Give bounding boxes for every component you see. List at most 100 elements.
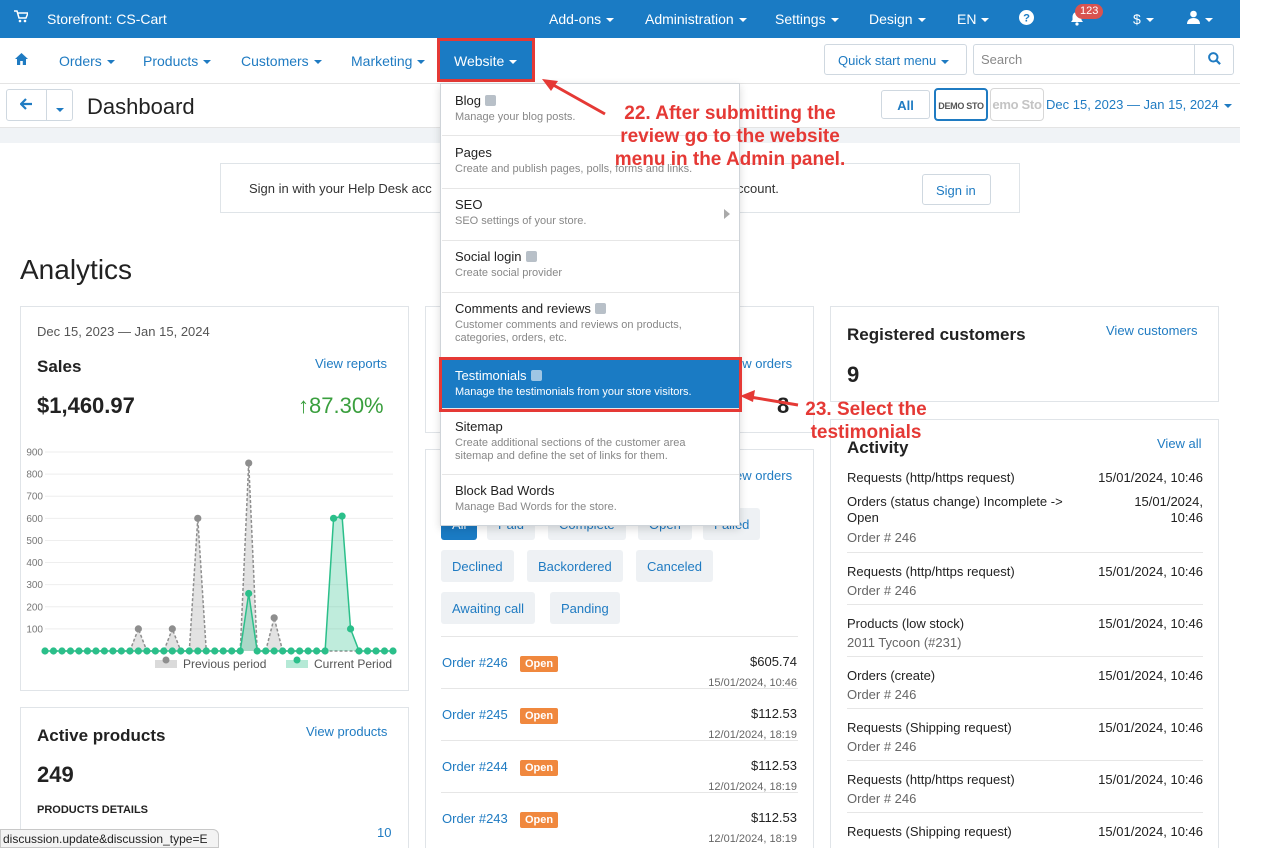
annotation-arrows: [542, 79, 799, 407]
order-date: 12/01/2024, 18:19: [708, 833, 797, 845]
data-point-current: [313, 647, 321, 655]
data-point-current: [117, 647, 125, 655]
chevron-down-icon: [313, 60, 322, 65]
data-point-current: [168, 647, 176, 655]
data-point-current: [380, 647, 389, 655]
main-navbar: Orders Products Customers Marketing Webs…: [0, 38, 1240, 84]
home-icon[interactable]: [15, 52, 28, 68]
menu-item-blog[interactable]: Blog Manage your blog posts.: [442, 85, 739, 136]
page-title: Dashboard: [87, 94, 195, 119]
y-tick-label: 900: [26, 448, 43, 459]
cart-icon[interactable]: [14, 10, 30, 26]
filter-declined[interactable]: Declined: [441, 550, 514, 582]
filter-awaiting-call[interactable]: Awaiting call: [441, 592, 536, 624]
filter-canceled[interactable]: Canceled: [636, 550, 713, 582]
nav-customers[interactable]: Customers: [241, 53, 322, 69]
order-date: 12/01/2024, 18:19: [708, 729, 797, 741]
filter-panding[interactable]: Panding: [550, 592, 620, 624]
annotation-step-23: 23. Select the testimonials: [805, 399, 927, 443]
order-row: Order #246 Open $605.74 15/01/2024, 10:4…: [441, 636, 798, 689]
helpdesk-sign-in-button[interactable]: Sign in: [922, 174, 991, 205]
data-point-current: [363, 647, 372, 655]
legend-marker-previous: [162, 656, 170, 664]
menu-item-block-bad-words[interactable]: Block Bad Words Manage Bad Words for the…: [455, 483, 617, 513]
sales-card: Dec 15, 2023 — Jan 15, 2024 Sales View r…: [20, 306, 409, 691]
data-point-current: [253, 647, 261, 655]
data-point-current: [202, 647, 210, 655]
y-tick-label: 200: [26, 602, 43, 613]
chevron-down-icon: [55, 107, 64, 112]
menu-item-sitemap[interactable]: Sitemap Create additional sections of th…: [442, 411, 739, 475]
menu-settings[interactable]: Settings: [775, 11, 839, 27]
data-point-current: [236, 647, 244, 655]
filter-backordered[interactable]: Backordered: [527, 550, 623, 582]
menu-item-testimonials[interactable]: Testimonials Manage the testimonials fro…: [439, 357, 742, 412]
legend-swatch-current: [286, 660, 308, 668]
out-of-stock-count[interactable]: 10: [377, 825, 392, 840]
history-dropdown-button[interactable]: [46, 89, 73, 121]
active-products-title: Active products: [37, 726, 166, 745]
menu-administration[interactable]: Administration: [645, 11, 747, 27]
chevron-down-icon: [830, 18, 839, 23]
activity-item: Requests (Shipping request) 15/01/2024, …: [847, 708, 1203, 760]
view-orders-link-2[interactable]: ew orders: [735, 468, 793, 483]
date-range-picker[interactable]: Dec 15, 2023 — Jan 15, 2024: [1046, 97, 1232, 112]
menu-item-seo[interactable]: SEO SEO settings of your store.: [442, 189, 739, 241]
data-point-current: [126, 647, 134, 655]
view-all-activity-link[interactable]: View all: [1157, 436, 1202, 451]
search-button[interactable]: [1194, 44, 1234, 75]
order-row: Order #243 Open $112.53 12/01/2024, 18:1…: [441, 792, 798, 848]
currency-selector[interactable]: $: [1133, 11, 1154, 27]
activity-item: Orders (create) 15/01/2024, 10:46 Order …: [847, 656, 1203, 708]
arrow-head-icon: [542, 79, 558, 91]
nav-website[interactable]: Website: [437, 38, 535, 82]
menu-item-social-login[interactable]: Social login Create social provider: [442, 241, 739, 293]
chevron-down-icon: [981, 18, 990, 23]
search-input[interactable]: [973, 44, 1195, 75]
order-link[interactable]: Order #246: [442, 655, 508, 670]
order-link[interactable]: Order #245: [442, 707, 508, 722]
menu-design[interactable]: Design: [869, 11, 926, 27]
nav-orders[interactable]: Orders: [59, 53, 115, 69]
nav-marketing[interactable]: Marketing: [351, 53, 426, 69]
y-tick-label: 800: [26, 470, 43, 481]
activity-item: Requests (http/https request) 15/01/2024…: [847, 470, 1203, 485]
all-stores-button[interactable]: All: [881, 90, 930, 119]
menu-item-pages[interactable]: Pages Create and publish pages, polls, f…: [442, 137, 739, 189]
active-products-count: 249: [37, 762, 74, 787]
order-amount: $112.53: [750, 758, 797, 773]
status-badge: Open: [520, 760, 559, 776]
data-point-current: [338, 512, 346, 520]
status-badge: Open: [520, 812, 559, 828]
products-details-label: PRODUCTS DETAILS: [37, 804, 149, 816]
chevron-down-icon: [203, 60, 212, 65]
activity-card: Activity View all: [830, 419, 1219, 848]
quick-start-menu-button[interactable]: Quick start menu: [824, 44, 967, 75]
nav-products[interactable]: Products: [143, 53, 212, 69]
view-customers-link[interactable]: View customers: [1106, 323, 1198, 338]
legend-swatch-previous: [155, 660, 177, 668]
back-button[interactable]: [6, 89, 47, 121]
store-logo-demo-2[interactable]: emo Sto: [990, 88, 1044, 121]
order-link[interactable]: Order #244: [442, 759, 508, 774]
menu-item-comments-and-reviews[interactable]: Comments and reviews Customer comments a…: [442, 293, 739, 358]
user-menu[interactable]: [1187, 10, 1213, 27]
data-point-previous: [194, 514, 202, 522]
data-point-previous: [168, 625, 176, 633]
helpdesk-text-end: ccount.: [737, 181, 779, 196]
data-point-current: [219, 647, 227, 655]
help-icon[interactable]: ?: [1019, 10, 1034, 28]
menu-addons[interactable]: Add-ons: [549, 11, 615, 27]
chevron-down-icon: [917, 18, 926, 23]
view-reports-link[interactable]: View reports: [315, 356, 388, 371]
order-link[interactable]: Order #243: [442, 811, 508, 826]
store-logo-demo[interactable]: DEMO STO: [934, 88, 988, 121]
notifications-badge: 123: [1075, 4, 1104, 19]
language-selector[interactable]: EN: [957, 11, 990, 27]
activity-item: Requests (http/https request) 15/01/2024…: [847, 760, 1203, 812]
view-products-link[interactable]: View products: [306, 724, 388, 739]
store-name[interactable]: Storefront: CS-Cart: [47, 11, 167, 27]
data-point-current: [100, 647, 109, 655]
view-orders-link[interactable]: ew orders: [735, 356, 793, 371]
puzzle-icon: [485, 95, 497, 106]
